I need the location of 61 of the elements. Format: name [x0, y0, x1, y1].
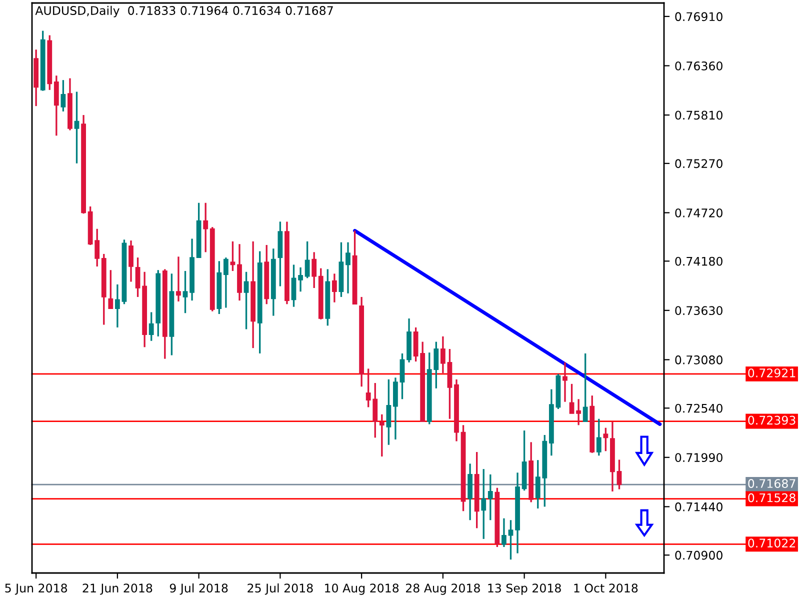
y-tick-label: 0.73630	[675, 306, 722, 316]
candlestick	[481, 468, 486, 540]
candlestick	[182, 270, 188, 314]
candlestick	[312, 251, 317, 289]
candlestick	[576, 398, 582, 426]
candlestick	[74, 90, 80, 164]
candlestick	[114, 284, 120, 328]
y-tick-label: 0.70900	[675, 550, 722, 560]
y-tick-label: 0.74180	[675, 256, 722, 266]
x-tick-label: 1 Oct 2018	[574, 584, 638, 593]
y-tick-label: 0.76910	[675, 12, 722, 22]
y-tick-label: 0.74720	[675, 208, 722, 218]
candlestick	[400, 352, 405, 400]
candlestick	[291, 264, 296, 308]
y-tick-label: 0.73080	[675, 355, 722, 364]
ref-line-label: 0.72393	[748, 416, 796, 425]
candlestick	[176, 256, 181, 302]
candlestick	[562, 362, 568, 403]
ref-line-label: 0.71022	[748, 538, 796, 548]
candlestick	[379, 414, 384, 458]
x-tick-label: 25 Jul 2018	[248, 583, 313, 595]
candlestick	[148, 311, 154, 342]
candlestick	[244, 271, 249, 330]
candlestick	[128, 240, 134, 283]
candlestick	[298, 266, 303, 292]
y-tick-label: 0.72540	[675, 404, 722, 413]
ref-line-label: 0.71528	[748, 493, 796, 502]
candlestick	[203, 202, 208, 253]
y-tick-label: 0.75810	[675, 110, 722, 120]
candlestick	[596, 418, 602, 456]
y-tick-label: 0.71990	[675, 453, 722, 462]
x-tick-label: 9 Jul 2018	[170, 583, 228, 595]
candlestick	[440, 336, 446, 374]
candlestick	[223, 256, 228, 309]
ref-line-label: 0.72921	[748, 368, 796, 378]
y-tick-label: 0.71440	[675, 502, 722, 512]
chart-title: AUDUSD,Daily 0.71833 0.71964 0.71634 0.71687	[35, 6, 333, 18]
candlestick	[616, 458, 622, 490]
candlestick	[569, 383, 574, 414]
candlestick	[502, 517, 506, 548]
x-tick-label: 13 Sep 2018	[488, 584, 561, 595]
y-tick-label: 0.75270	[675, 159, 722, 168]
x-tick-label: 10 Aug 2018	[325, 584, 399, 595]
candlestick	[135, 256, 140, 298]
candlestick	[332, 272, 337, 304]
candlestick	[304, 240, 310, 279]
candlestick	[346, 241, 350, 294]
y-tick-label: 0.76360	[675, 61, 722, 70]
candlestick	[60, 79, 66, 112]
ref-line-label: 0.71687	[748, 479, 796, 488]
candlestick	[582, 352, 588, 422]
candlestick	[54, 74, 59, 136]
x-tick-label: 5 Jun 2018	[5, 584, 68, 595]
x-tick-label: 21 Jun 2018	[82, 584, 152, 595]
x-tick-label: 28 Aug 2018	[406, 584, 480, 595]
candlestick	[108, 269, 114, 310]
candlestick	[603, 426, 608, 452]
candlestick	[230, 240, 236, 272]
candlestick	[488, 474, 493, 521]
candlestick	[508, 519, 514, 560]
candlestick	[386, 378, 392, 446]
